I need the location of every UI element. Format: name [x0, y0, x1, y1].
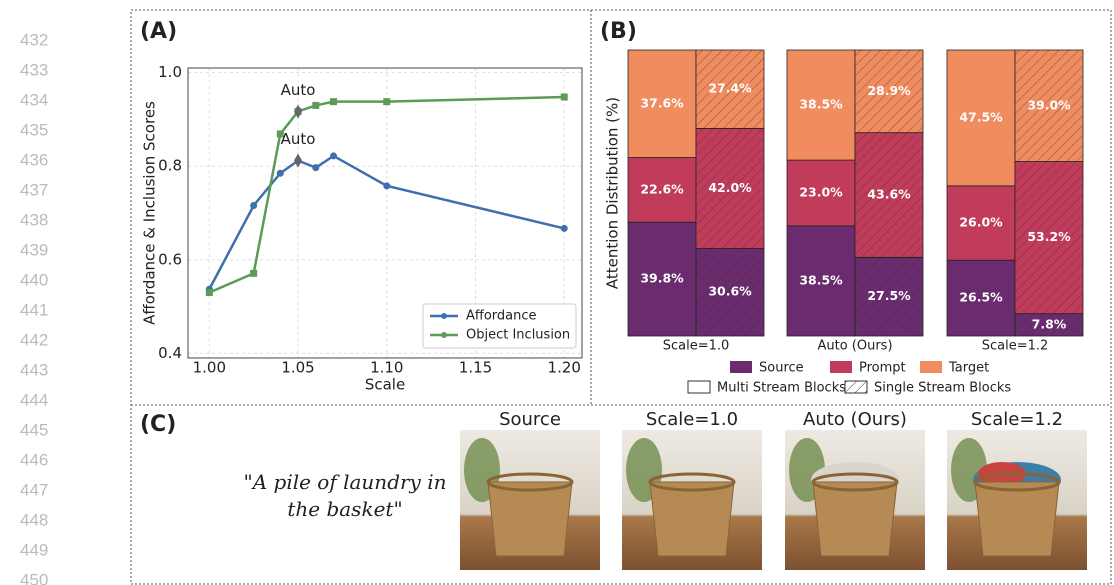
basket — [975, 482, 1059, 556]
line-number: 440 — [20, 270, 48, 289]
value-label: 30.6% — [708, 284, 752, 299]
x-tick-label: 1.10 — [370, 359, 403, 377]
legend-swatch — [830, 361, 852, 373]
legend-label: Single Stream Blocks — [874, 381, 1011, 396]
legend-swatch — [920, 361, 942, 373]
annotation-text: Auto — [281, 130, 316, 148]
value-label: 38.5% — [799, 97, 843, 112]
y-axis-label: Affordance & Inclusion Scores — [141, 101, 159, 325]
marker — [312, 102, 319, 109]
value-label: 27.4% — [708, 81, 752, 96]
line-number: 445 — [20, 420, 48, 439]
line-number: 447 — [20, 480, 48, 499]
value-label: 38.5% — [799, 272, 843, 287]
marker — [250, 270, 257, 277]
image-title: Auto (Ours) — [803, 409, 907, 430]
x-axis-label: Scale — [365, 376, 405, 394]
x-tick-label: Auto (Ours) — [817, 339, 892, 354]
marker — [561, 94, 568, 101]
figure: Source Scale=1.0 Auto (Ours) Scale=1.2 "A p… — [0, 0, 1114, 585]
line-number: 450 — [20, 570, 48, 585]
line-number: 436 — [20, 150, 48, 169]
value-label: 42.0% — [708, 180, 752, 195]
line-number: 433 — [20, 60, 48, 79]
image-title: Scale=1.0 — [646, 409, 738, 430]
line-number: 438 — [20, 210, 48, 229]
marker — [383, 182, 390, 189]
marker — [561, 225, 568, 232]
value-label: 28.9% — [867, 83, 911, 98]
value-label: 26.5% — [959, 290, 1003, 305]
panel-label: (A) — [140, 19, 177, 44]
value-label: 39.8% — [640, 271, 684, 286]
line-number: 448 — [20, 510, 48, 529]
line-number: 439 — [20, 240, 48, 259]
line-number: 446 — [20, 450, 48, 469]
image-row: Source Scale=1.0 Auto (Ours) Scale=1.2 — [460, 409, 1087, 570]
legend-swatch — [730, 361, 752, 373]
marker — [383, 98, 390, 105]
line-number: 441 — [20, 300, 48, 319]
legend-marker — [441, 332, 447, 338]
legend-marker — [441, 313, 447, 319]
value-label: 26.0% — [959, 215, 1003, 230]
marker — [277, 170, 284, 177]
basket — [650, 482, 734, 556]
line-number: 442 — [20, 330, 48, 349]
y-tick-label: 1.0 — [158, 63, 182, 81]
x-tick-label: Scale=1.2 — [982, 339, 1049, 354]
x-tick-label: 1.05 — [281, 359, 314, 377]
x-tick-label: 1.20 — [548, 359, 581, 377]
x-tick-label: Scale=1.0 — [663, 339, 730, 354]
y-tick-label: 0.8 — [158, 157, 182, 175]
marker — [312, 164, 319, 171]
prompt-text: "A pile of laundry inthe basket" — [244, 470, 447, 521]
value-label: 43.6% — [867, 187, 911, 202]
basket — [488, 482, 572, 556]
marker — [250, 202, 257, 209]
basket — [813, 482, 897, 556]
legend-swatch — [845, 381, 867, 393]
annotation-marker — [294, 154, 302, 168]
marker — [330, 98, 337, 105]
line-number: 437 — [20, 180, 48, 199]
panel-label: (B) — [600, 19, 637, 44]
image-title: Scale=1.2 — [971, 409, 1063, 430]
legend-label: Prompt — [859, 361, 906, 376]
panel-label: (C) — [140, 412, 176, 437]
line-number: 443 — [20, 360, 48, 379]
y-axis-label: Attention Distribution (%) — [604, 97, 622, 289]
legend-label: Object Inclusion — [466, 328, 570, 343]
legend-label: Source — [759, 361, 804, 376]
legend-label: Multi Stream Blocks — [717, 381, 846, 396]
line-number: 432 — [20, 30, 48, 49]
value-label: 23.0% — [799, 185, 843, 200]
value-label: 39.0% — [1027, 97, 1071, 112]
value-label: 27.5% — [867, 288, 911, 303]
legend-swatch — [688, 381, 710, 393]
marker — [330, 152, 337, 159]
line-number: 449 — [20, 540, 48, 559]
x-tick-label: 1.00 — [193, 359, 226, 377]
value-label: 53.2% — [1027, 229, 1071, 244]
legend-label: Affordance — [466, 309, 537, 324]
value-label: 7.8% — [1032, 316, 1067, 331]
line-number: 435 — [20, 120, 48, 139]
image-title: Source — [499, 409, 561, 430]
line-number: 444 — [20, 390, 48, 409]
marker — [206, 289, 213, 296]
value-label: 22.6% — [640, 181, 684, 196]
legend-label: Target — [948, 361, 989, 376]
annotation-text: Auto — [281, 81, 316, 99]
value-label: 37.6% — [640, 95, 684, 110]
y-tick-label: 0.4 — [158, 344, 182, 362]
x-tick-label: 1.15 — [459, 359, 492, 377]
y-tick-label: 0.6 — [158, 250, 182, 268]
value-label: 47.5% — [959, 109, 1003, 124]
line-number: 434 — [20, 90, 48, 109]
